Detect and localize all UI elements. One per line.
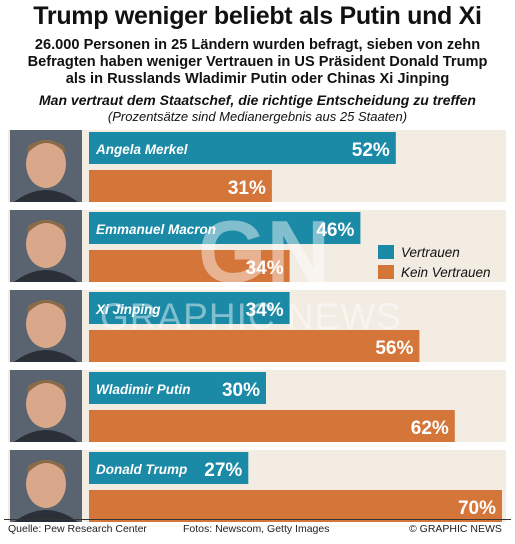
legend-swatch-kein-vertrauen	[378, 265, 394, 279]
subtitle-line-2: Befragten haben weniger Vertrauen in US …	[27, 54, 488, 70]
subtitle-line-3: als in Russlands Wladimir Putin oder Chi…	[65, 71, 450, 87]
trust-bar-emmanuel-macron	[89, 212, 361, 244]
portrait-wladimir-putin	[10, 370, 82, 442]
trust-bar-wladimir-putin	[89, 372, 266, 404]
no-trust-bar-emmanuel-macron	[89, 250, 290, 282]
trust-bar-xi-jinping	[89, 292, 290, 324]
trust-label-wladimir-putin: 30%	[222, 380, 260, 401]
no-trust-bar-xi-jinping	[89, 330, 420, 362]
no-trust-bar-angela-merkel	[89, 170, 272, 202]
no-trust-bar-donald-trump	[89, 490, 502, 522]
copyright: © GRAPHIC NEWS	[409, 523, 502, 535]
chart-title: Trump weniger beliebt als Putin und Xi	[33, 2, 482, 30]
trust-bar-angela-merkel	[89, 132, 396, 164]
subtitle-line-1: 26.000 Personen in 25 Ländern wurden bef…	[34, 37, 481, 53]
trust-label-angela-merkel: 52%	[352, 140, 390, 161]
no-trust-label-angela-merkel: 31%	[228, 178, 266, 199]
leader-name-wladimir-putin: Wladimir Putin	[96, 382, 191, 397]
survey-question: Man vertraut dem Staatschef, die richtig…	[39, 92, 476, 108]
legend-swatch-vertrauen	[378, 245, 394, 259]
no-trust-label-donald-trump: 70%	[458, 498, 496, 519]
trust-label-emmanuel-macron: 46%	[316, 220, 354, 241]
leader-name-donald-trump: Donald Trump	[96, 462, 187, 477]
watermark-monogram: GN	[198, 202, 330, 301]
portrait-emmanuel-macron	[10, 210, 82, 282]
watermark-text: GRAPHIC NEWS	[100, 296, 402, 337]
portrait-angela-merkel	[10, 130, 82, 202]
survey-note: (Prozentsätze sind Medianergebnis aus 25…	[107, 109, 408, 124]
leader-name-angela-merkel: Angela Merkel	[95, 142, 188, 157]
photo-credit: Fotos: Newscom, Getty Images	[183, 523, 330, 535]
footer-divider	[4, 519, 511, 520]
trust-label-donald-trump: 27%	[204, 460, 242, 481]
source-credit: Quelle: Pew Research Center	[8, 523, 147, 535]
legend-label-kein-vertrauen: Kein Vertrauen	[401, 265, 491, 280]
trust-label-xi-jinping: 34%	[246, 300, 284, 321]
legend-label-vertrauen: Vertrauen	[401, 245, 460, 260]
no-trust-label-wladimir-putin: 62%	[411, 418, 449, 439]
trust-bar-donald-trump	[89, 452, 249, 484]
no-trust-label-emmanuel-macron: 34%	[246, 258, 284, 279]
no-trust-label-xi-jinping: 56%	[375, 338, 413, 359]
leader-name-emmanuel-macron: Emmanuel Macron	[96, 222, 216, 237]
portrait-donald-trump	[10, 450, 82, 522]
chart-subtitle: 26.000 Personen in 25 Ländern wurden bef…	[0, 37, 515, 88]
portrait-xi-jinping	[10, 290, 82, 362]
leader-name-xi-jinping: Xi Jinping	[95, 302, 161, 317]
no-trust-bar-wladimir-putin	[89, 410, 455, 442]
